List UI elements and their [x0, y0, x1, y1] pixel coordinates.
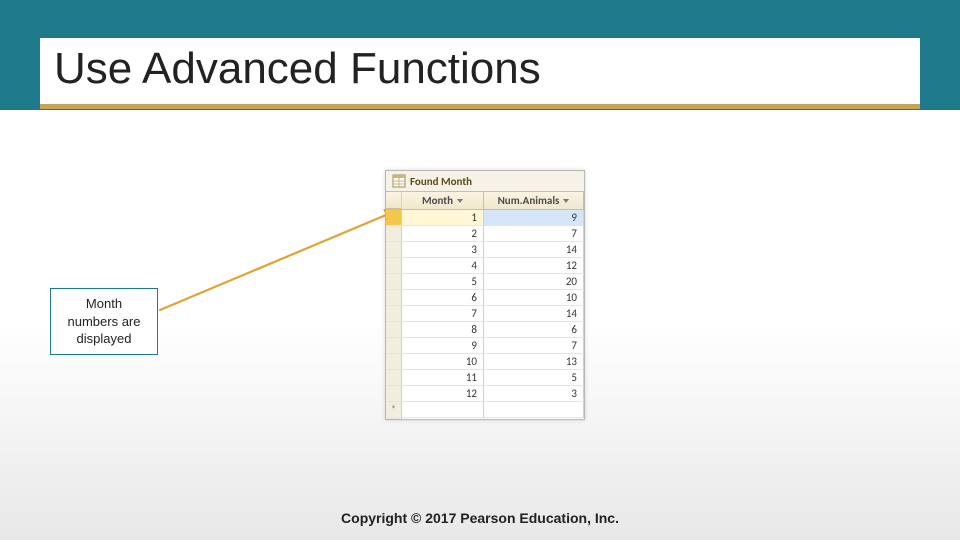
cell-month[interactable]: 10 — [402, 354, 484, 370]
cell-numanimals[interactable]: 20 — [484, 274, 584, 290]
cell-month[interactable]: 11 — [402, 370, 484, 386]
column-header-label: Month — [422, 194, 453, 207]
table-row[interactable]: 520 — [386, 274, 584, 290]
slide-title: Use Advanced Functions — [54, 44, 906, 94]
row-selector[interactable] — [386, 322, 402, 338]
cell-numanimals[interactable]: 7 — [484, 226, 584, 242]
cell-numanimals[interactable]: 14 — [484, 242, 584, 258]
cell-numanimals[interactable]: 10 — [484, 290, 584, 306]
chevron-down-icon — [563, 199, 569, 203]
cell-numanimals[interactable] — [484, 402, 584, 418]
row-selector-new[interactable] — [386, 402, 402, 419]
callout-line: Month — [59, 295, 149, 313]
cell-numanimals[interactable]: 6 — [484, 322, 584, 338]
table-row[interactable]: 1013 — [386, 354, 584, 370]
cell-month[interactable]: 9 — [402, 338, 484, 354]
access-datasheet: Found Month Month Num.Animals 1927314412… — [385, 170, 585, 420]
table-row-new[interactable] — [386, 402, 584, 419]
cell-month[interactable]: 1 — [402, 210, 484, 226]
table-row[interactable]: 86 — [386, 322, 584, 338]
row-selector[interactable] — [386, 242, 402, 258]
callout-line: displayed — [59, 330, 149, 348]
row-selector[interactable] — [386, 258, 402, 274]
table-row[interactable]: 19 — [386, 210, 584, 226]
cell-month[interactable]: 7 — [402, 306, 484, 322]
cell-month[interactable]: 2 — [402, 226, 484, 242]
table-row[interactable]: 97 — [386, 338, 584, 354]
cell-numanimals[interactable]: 12 — [484, 258, 584, 274]
row-selector[interactable] — [386, 370, 402, 386]
callout-line: numbers are — [59, 313, 149, 331]
row-selector[interactable] — [386, 386, 402, 402]
callout-month-numbers: Month numbers are displayed — [50, 288, 158, 355]
cell-month[interactable]: 4 — [402, 258, 484, 274]
row-selector[interactable] — [386, 226, 402, 242]
datasheet-tab-label: Found Month — [410, 175, 472, 188]
table-row[interactable]: 412 — [386, 258, 584, 274]
cell-month[interactable]: 8 — [402, 322, 484, 338]
cell-numanimals[interactable]: 13 — [484, 354, 584, 370]
chevron-down-icon — [457, 199, 463, 203]
table-row[interactable]: 115 — [386, 370, 584, 386]
table-row[interactable]: 123 — [386, 386, 584, 402]
copyright-footer: Copyright © 2017 Pearson Education, Inc. — [0, 510, 960, 526]
slide-title-box: Use Advanced Functions — [40, 38, 920, 109]
cell-month[interactable]: 3 — [402, 242, 484, 258]
cell-month[interactable]: 12 — [402, 386, 484, 402]
row-selector[interactable] — [386, 338, 402, 354]
row-selector-header[interactable] — [386, 192, 402, 209]
row-selector[interactable] — [386, 290, 402, 306]
cell-numanimals[interactable]: 3 — [484, 386, 584, 402]
row-selector[interactable] — [386, 354, 402, 370]
datasheet-icon — [392, 174, 406, 188]
datasheet-body: 192731441252061071486971013115123 — [386, 210, 584, 419]
cell-month[interactable] — [402, 402, 484, 418]
column-header-numanimals[interactable]: Num.Animals — [484, 192, 584, 209]
table-row[interactable]: 27 — [386, 226, 584, 242]
row-selector[interactable] — [386, 210, 402, 226]
callout-arrow — [158, 200, 418, 330]
cell-numanimals[interactable]: 14 — [484, 306, 584, 322]
cell-numanimals[interactable]: 7 — [484, 338, 584, 354]
cell-numanimals[interactable]: 5 — [484, 370, 584, 386]
table-row[interactable]: 610 — [386, 290, 584, 306]
cell-month[interactable]: 6 — [402, 290, 484, 306]
cell-month[interactable]: 5 — [402, 274, 484, 290]
column-header-month[interactable]: Month — [402, 192, 484, 209]
datasheet-header-row: Month Num.Animals — [386, 192, 584, 210]
table-row[interactable]: 314 — [386, 242, 584, 258]
row-selector[interactable] — [386, 306, 402, 322]
cell-numanimals[interactable]: 9 — [484, 210, 584, 226]
datasheet-tab[interactable]: Found Month — [386, 171, 584, 192]
column-header-label: Num.Animals — [498, 194, 560, 207]
table-row[interactable]: 714 — [386, 306, 584, 322]
row-selector[interactable] — [386, 274, 402, 290]
